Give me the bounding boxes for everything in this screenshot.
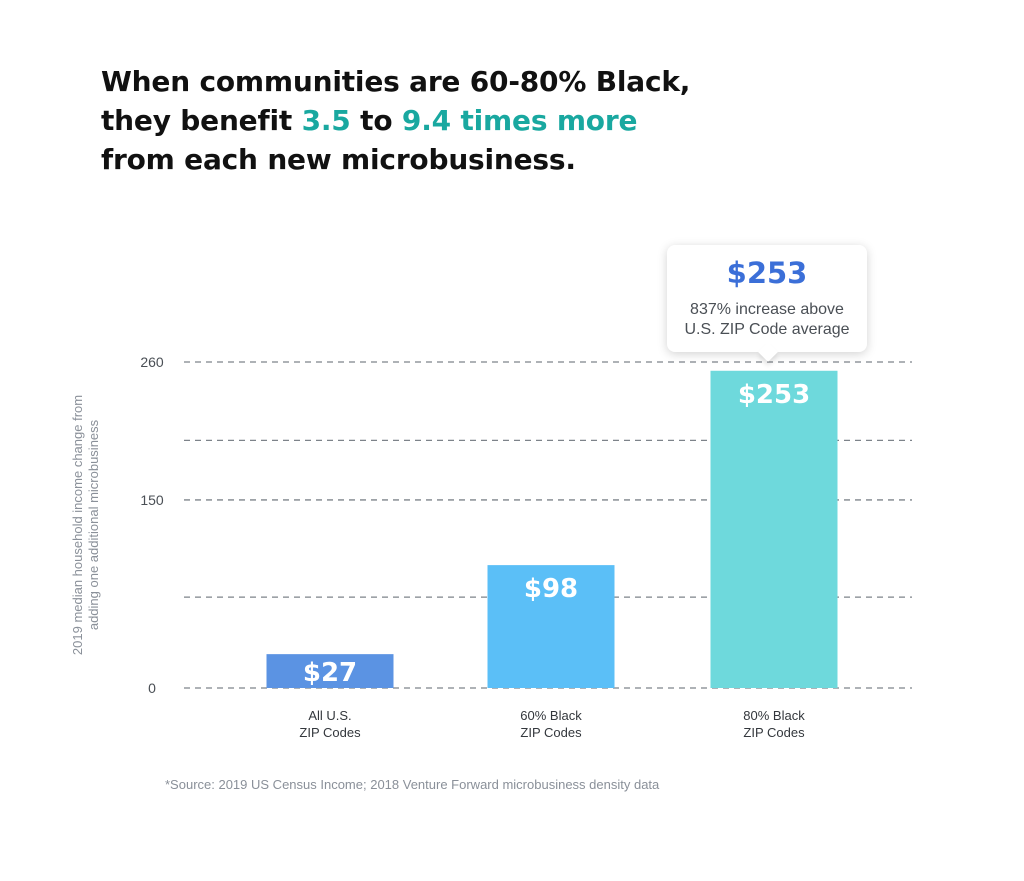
callout-value: $253 [726,256,808,290]
headline-line-2-middle: to [350,104,402,137]
headline-highlight-high: 9.4 times more [401,104,638,137]
callout-text-line-2: U.S. ZIP Code average [684,321,850,338]
headline-line-1: When communities are 60-80% Black, [101,65,691,98]
y-tick-label: 260 [140,354,164,370]
y-tick-label: 0 [148,680,156,696]
headline: When communities are 60-80% Black, they … [101,62,690,179]
y-axis-label-line-2: adding one additional microbusiness [86,419,101,631]
x-tick-label: ZIP Codes [299,725,361,740]
x-tick-label: ZIP Codes [743,725,805,740]
bar [487,565,615,688]
x-tick-label: 80% Black [743,708,805,723]
bar-data-label: $27 [303,658,357,688]
callout-text-line-1: 837% increase above [690,301,844,318]
source-note: *Source: 2019 US Census Income; 2018 Ven… [165,777,660,792]
headline-highlight-low: 3.5 [301,104,351,137]
headline-line-3: from each new microbusiness. [101,143,576,176]
bar [710,370,838,688]
bar [266,654,394,688]
bar-data-label: $98 [524,574,578,604]
x-tick-label: 60% Black [520,708,582,723]
highlight-callout: $253 837% increase above U.S. ZIP Code a… [667,245,867,352]
y-axis-label-line-1: 2019 median household income change from [70,394,85,656]
headline-line-2-prefix: they benefit [101,104,302,137]
x-tick-label: All U.S. [308,708,351,723]
bar-data-label: $253 [738,380,810,410]
y-axis-label: 2019 median household income change from… [70,355,102,695]
y-tick-label: 150 [140,492,164,508]
x-tick-label: ZIP Codes [520,725,582,740]
